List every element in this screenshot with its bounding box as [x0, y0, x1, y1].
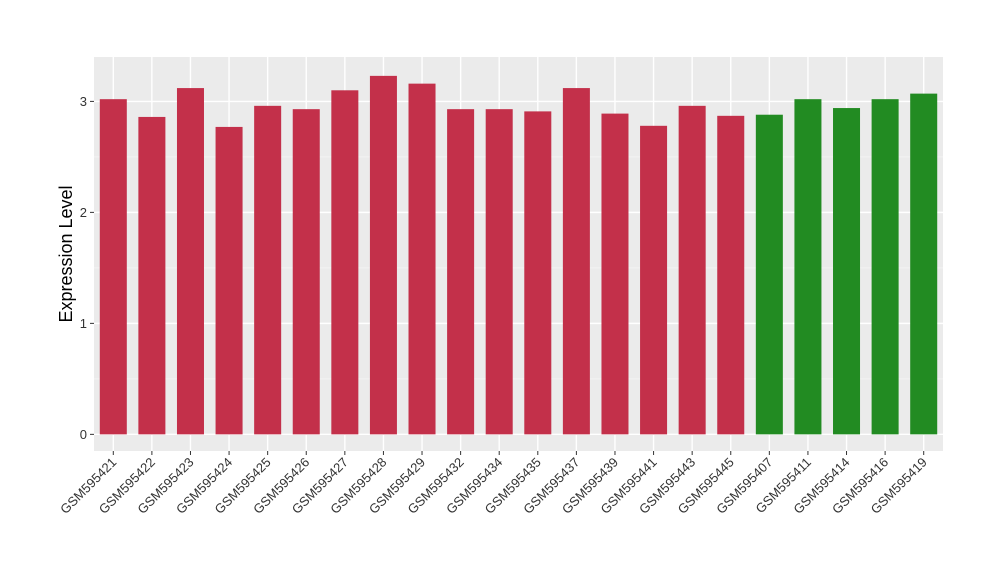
bar-GSM595419	[910, 93, 938, 435]
bar-GSM595443	[678, 105, 706, 435]
bar-GSM595414	[833, 108, 861, 435]
bar-GSM595425	[254, 105, 282, 435]
bar-GSM595428	[369, 75, 397, 435]
y-tick-label: 0	[80, 427, 87, 442]
bar-GSM595423	[176, 88, 204, 435]
bar-GSM595424	[215, 126, 243, 435]
bar-GSM595434	[485, 109, 513, 435]
bar-GSM595407	[755, 114, 783, 435]
bar-GSM595416	[871, 99, 899, 435]
bar-GSM595432	[447, 109, 475, 435]
bar-GSM595427	[331, 90, 359, 435]
y-tick-label: 1	[80, 316, 87, 331]
bar-GSM595441	[640, 125, 668, 435]
bar-GSM595421	[99, 99, 127, 435]
bar-GSM595429	[408, 83, 436, 435]
bar-GSM595435	[524, 111, 552, 435]
bars	[99, 75, 938, 435]
y-axis-title: Expression Level	[56, 185, 76, 322]
bar-GSM595426	[292, 109, 320, 435]
y-tick-label: 3	[80, 94, 87, 109]
bar-GSM595445	[717, 115, 745, 435]
bar-GSM595437	[562, 88, 590, 435]
bar-GSM595439	[601, 113, 629, 435]
bar-GSM595422	[138, 116, 166, 435]
y-tick-label: 2	[80, 205, 87, 220]
bar-GSM595411	[794, 99, 822, 435]
